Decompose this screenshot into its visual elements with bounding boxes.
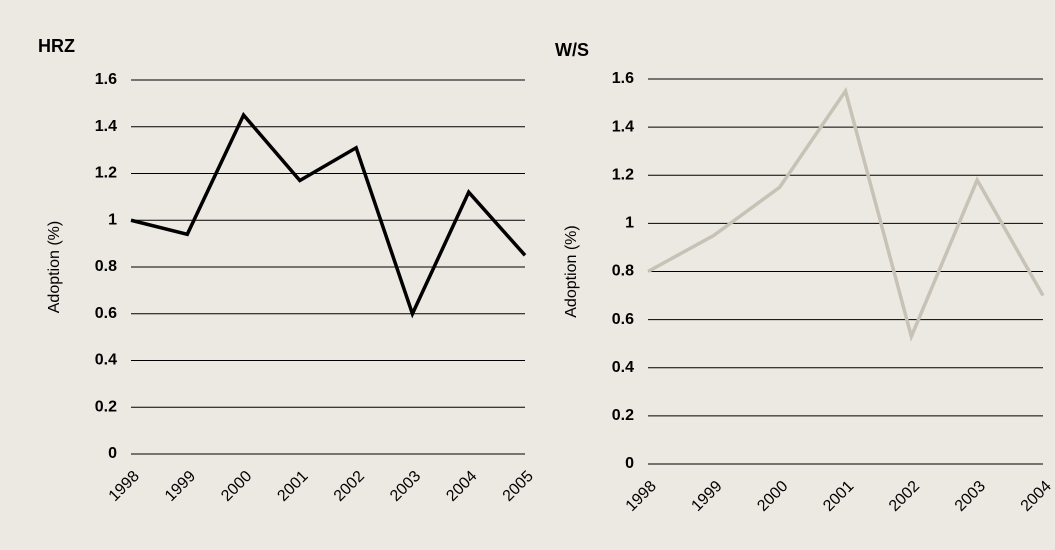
- y-tick-label: 0.6: [612, 311, 634, 328]
- y-axis-label: Adoption (%): [563, 225, 580, 318]
- x-tick-label: 2002: [886, 478, 923, 515]
- y-tick-label: 0.6: [95, 305, 117, 322]
- y-tick-label: 0: [108, 445, 117, 462]
- y-tick-label: 0.2: [95, 398, 117, 415]
- y-tick-label: 0.2: [612, 407, 634, 424]
- x-tick-label: 1998: [623, 478, 660, 515]
- x-tick-label: 1999: [162, 468, 199, 505]
- x-tick-label: 2003: [952, 478, 989, 515]
- x-tick-label: 2001: [820, 478, 857, 515]
- y-tick-label: 0.4: [95, 352, 117, 369]
- y-tick-label: 1.6: [612, 70, 634, 87]
- x-tick-label: 2003: [387, 468, 424, 505]
- line: [647, 86, 1045, 342]
- x-tick-label: 1999: [688, 478, 725, 515]
- x-tick-label: 2004: [1018, 478, 1055, 515]
- x-tick-label: 2005: [500, 468, 537, 505]
- x-tick-label: 2000: [754, 478, 791, 515]
- chart-title: W/S: [555, 40, 589, 60]
- chart-title: HRZ: [38, 36, 75, 56]
- x-tick-label: 2004: [443, 468, 480, 505]
- y-tick-label: 1.4: [612, 118, 634, 135]
- x-tick-label: 2000: [218, 468, 255, 505]
- y-tick-label: 0.4: [612, 359, 634, 376]
- y-tick-label: 1.4: [95, 118, 117, 135]
- line: [130, 111, 527, 319]
- y-tick-label: 0.8: [95, 258, 117, 275]
- y-tick-label: 1.6: [95, 71, 117, 88]
- x-tick-label: 1998: [106, 468, 143, 505]
- y-axis-label: Adoption (%): [46, 221, 63, 314]
- y-tick-label: 0: [625, 455, 634, 472]
- y-tick-label: 1.2: [612, 166, 634, 183]
- y-tick-label: 0.8: [612, 263, 634, 280]
- x-tick-label: 2002: [331, 468, 368, 505]
- y-tick-label: 1: [625, 215, 634, 232]
- y-tick-label: 1: [108, 211, 117, 228]
- x-tick-label: 2001: [274, 468, 311, 505]
- y-tick-label: 1.2: [95, 165, 117, 182]
